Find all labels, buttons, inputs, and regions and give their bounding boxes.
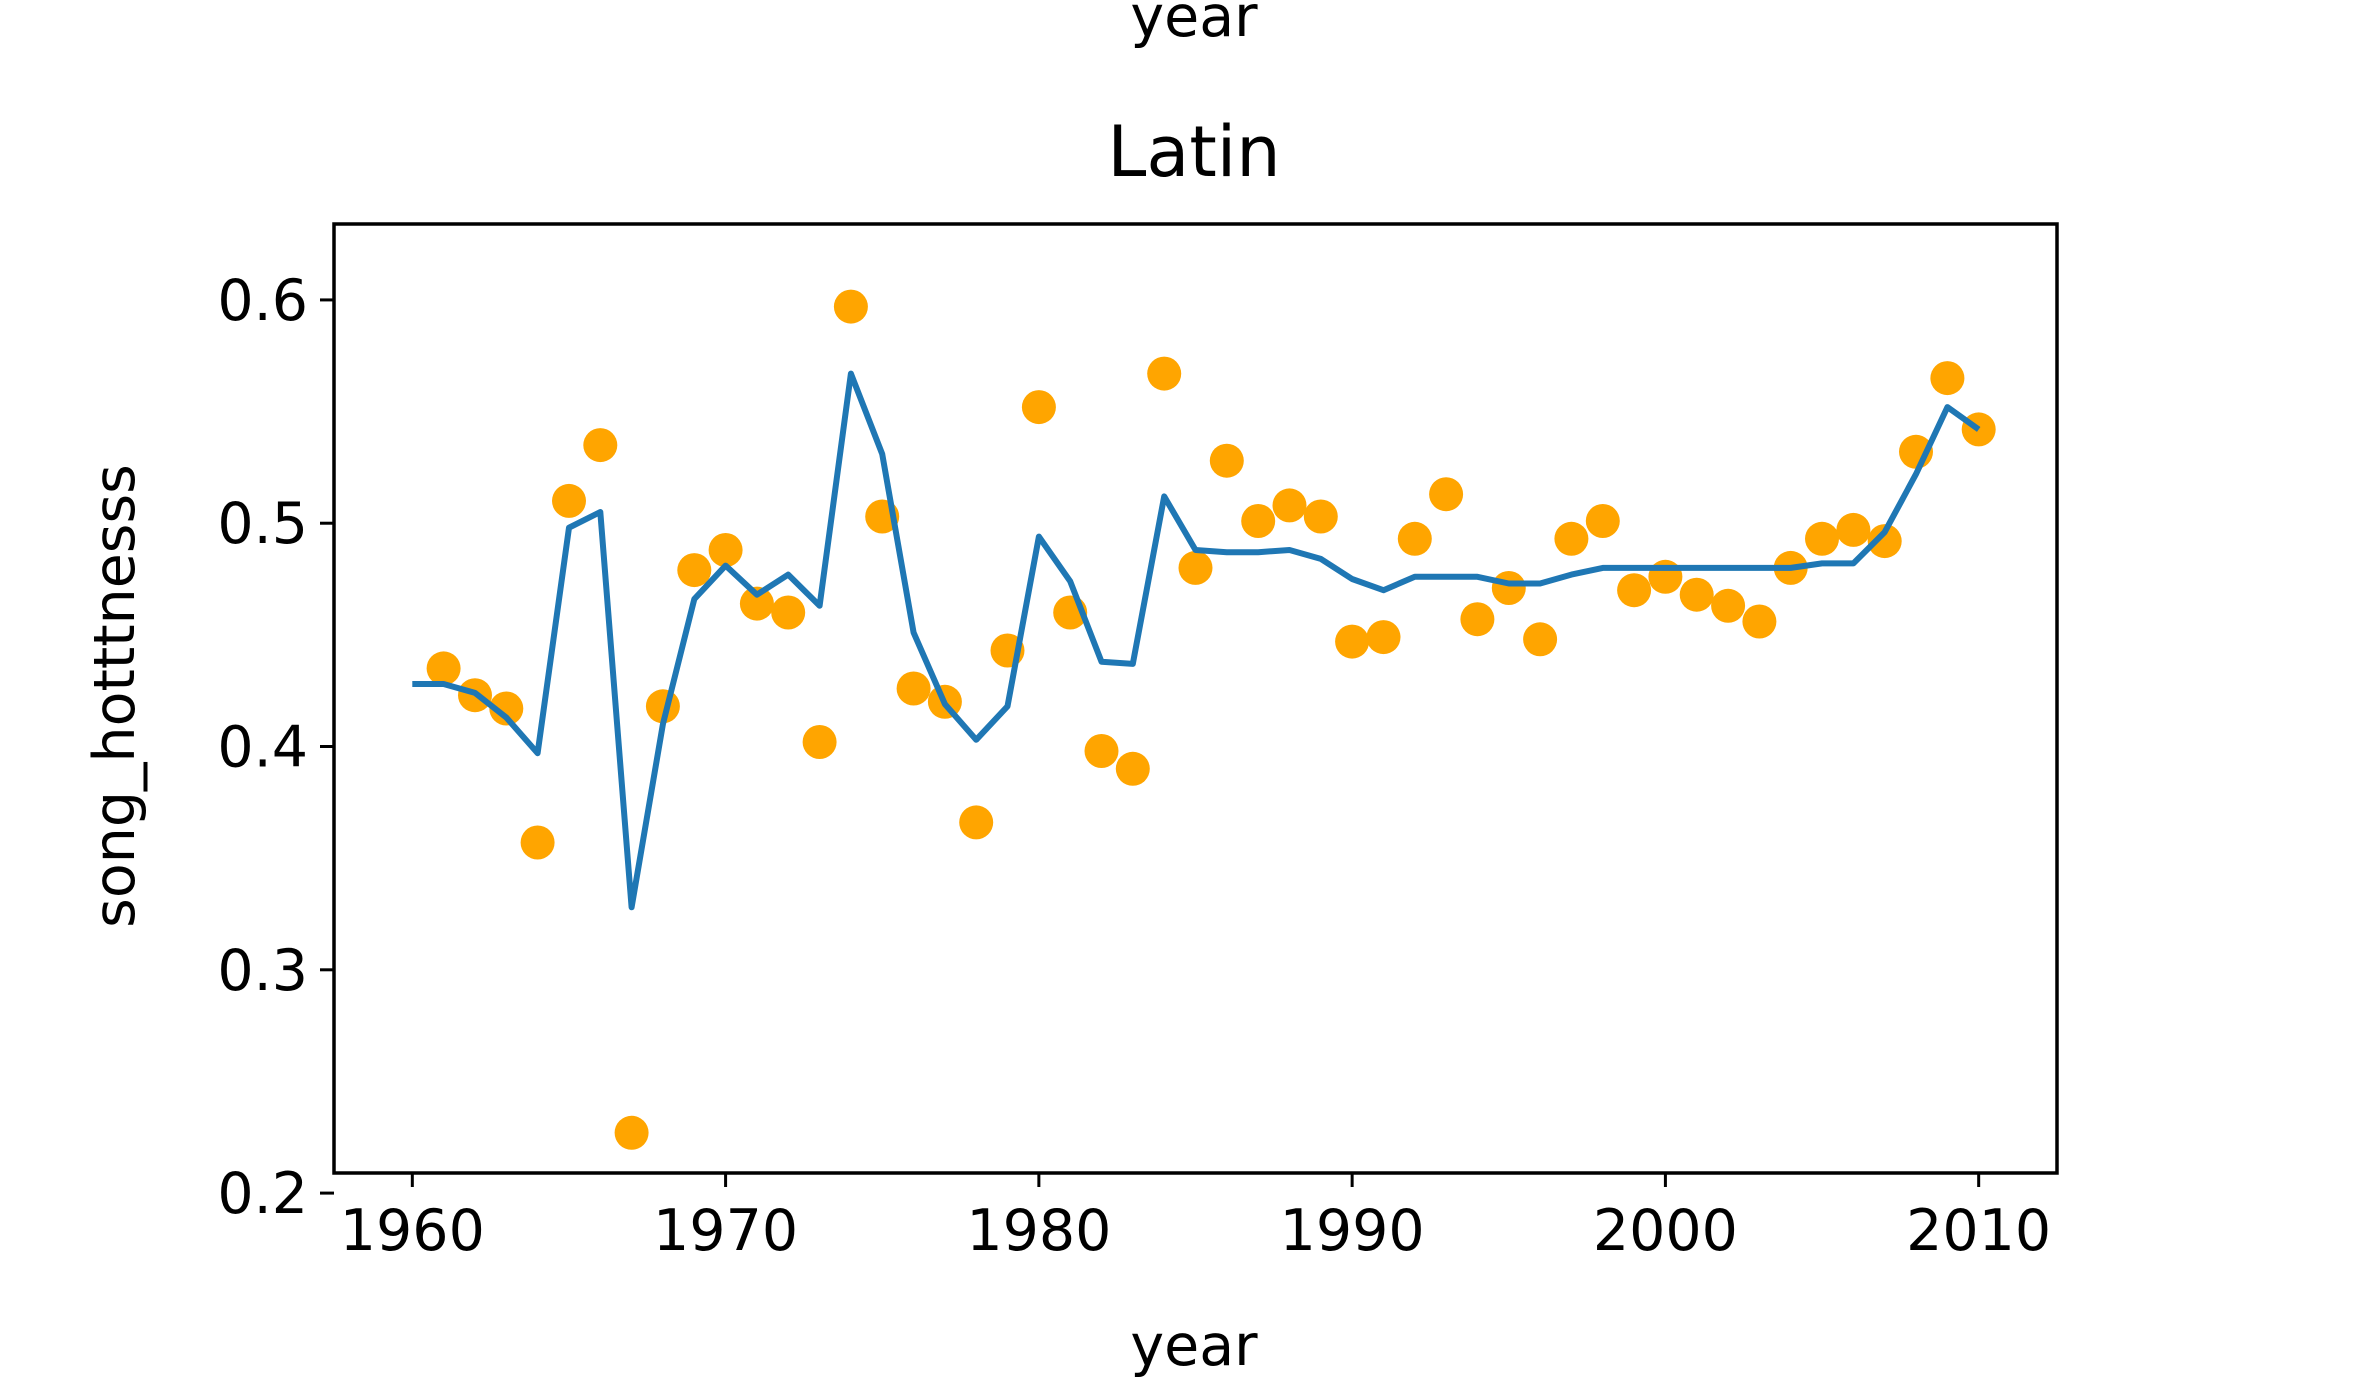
x-tick-label: 1970 xyxy=(653,1198,798,1264)
scatter-point xyxy=(1867,524,1902,559)
scatter-point xyxy=(1460,602,1495,637)
scatter-point xyxy=(959,805,994,840)
y-tick-label: 0.4 xyxy=(217,715,308,781)
scatter-point xyxy=(1930,361,1965,396)
y-tick-label: 0.2 xyxy=(217,1161,308,1227)
scatter-point xyxy=(708,533,743,567)
scatter-point xyxy=(1836,512,1871,547)
top-cut-xlabel: year xyxy=(1130,0,1258,50)
scatter-point xyxy=(1523,622,1558,657)
scatter-point xyxy=(552,483,586,518)
scatter-point xyxy=(1711,588,1746,623)
scatter-point xyxy=(1366,620,1401,655)
x-tick-label: 1980 xyxy=(966,1198,1111,1264)
scatter-point xyxy=(1491,571,1526,605)
scatter-point xyxy=(1742,604,1777,639)
scatter-point xyxy=(1805,521,1839,556)
scatter-point xyxy=(614,1115,649,1150)
y-axis: 0.2 0.3 0.4 0.5 0.6 xyxy=(217,268,334,1227)
scatter-point xyxy=(1272,488,1307,523)
x-tick-label: 2000 xyxy=(1593,1198,1738,1264)
scatter-point xyxy=(1648,559,1683,594)
scatter-point xyxy=(1397,521,1432,556)
x-tick-label: 1960 xyxy=(340,1198,485,1264)
scatter-point xyxy=(1115,751,1150,786)
scatter-point xyxy=(1554,521,1589,556)
scatter-point xyxy=(896,671,931,706)
plot-frame xyxy=(332,222,2059,1175)
scatter-point xyxy=(1303,499,1338,534)
scatter-point xyxy=(583,428,618,463)
y-tick-label: 0.3 xyxy=(217,938,308,1004)
y-tick-label: 0.5 xyxy=(217,491,308,557)
x-axis: 1960 1970 1980 1990 2000 2010 xyxy=(340,1173,2051,1264)
scatter-point xyxy=(1178,550,1213,585)
trend-line xyxy=(412,370,1981,911)
x-tick-label: 1990 xyxy=(1280,1198,1425,1264)
scatter-point xyxy=(1021,390,1056,425)
chart-title: Latin xyxy=(1107,111,1280,193)
scatter-point xyxy=(677,553,712,588)
scatter-point xyxy=(1585,504,1620,538)
scatter-point xyxy=(426,651,461,686)
scatter-point xyxy=(1617,573,1652,608)
scatter-point xyxy=(1429,477,1464,512)
scatter-point xyxy=(1084,734,1119,768)
scatter-point xyxy=(1241,504,1276,538)
scatter-point xyxy=(771,595,806,630)
y-tick-label: 0.6 xyxy=(217,268,308,334)
scatter-point xyxy=(489,691,524,726)
plot-area xyxy=(412,289,1996,1150)
scatter-point xyxy=(1679,577,1714,612)
scatter-point xyxy=(802,725,837,759)
x-tick-label: 2010 xyxy=(1906,1198,2051,1264)
x-axis-label: year xyxy=(1130,1313,1258,1379)
scatter-point xyxy=(1147,356,1182,391)
y-axis-label: song_hotttnesss xyxy=(82,464,148,928)
scatter-point xyxy=(1209,443,1244,478)
scatter-point xyxy=(1335,624,1370,659)
scatter-point xyxy=(833,289,868,324)
scatter-point xyxy=(739,586,774,621)
scatter-point xyxy=(520,825,555,860)
